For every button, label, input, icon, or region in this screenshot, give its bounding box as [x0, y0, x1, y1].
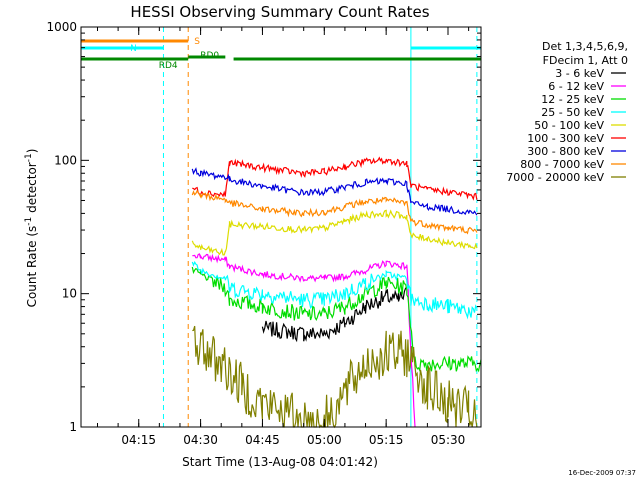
- x-tick-label-1: 04:30: [183, 433, 218, 447]
- y-tick-label-1: 10: [62, 287, 77, 301]
- x-tick-label-0: 04:15: [121, 433, 156, 447]
- x-axis: 04:15 04:30 04:45 05:00 05:15 05:30: [96, 27, 470, 447]
- series-line-2-0: [191, 266, 482, 373]
- y-axis: 1 10 100 1000: [46, 20, 481, 434]
- legend-label-2: 12 - 25 keV: [541, 93, 604, 106]
- series-line-6-0: [191, 167, 478, 216]
- legend-header-2: FDecim 1, Att 0: [543, 54, 628, 67]
- footer-timestamp: 16-Dec-2009 07:37: [568, 469, 636, 477]
- legend: Det 1,3,4,5,6,9, FDecim 1, Att 0 3 - 6 k…: [506, 40, 628, 184]
- plot-frame: [80, 26, 482, 428]
- series-line-7-0: [191, 189, 478, 235]
- status-label-rd4: RD4: [159, 61, 178, 71]
- legend-label-6: 300 - 800 keV: [527, 145, 604, 158]
- x-tick-label-5: 05:30: [431, 433, 466, 447]
- status-label-rd0: RD0: [200, 51, 219, 61]
- y-tick-label-3: 1000: [46, 20, 77, 34]
- legend-header-1: Det 1,3,4,5,6,9,: [542, 40, 628, 53]
- legend-label-1: 6 - 12 keV: [548, 80, 604, 93]
- status-label-s: S: [194, 37, 200, 47]
- legend-label-4: 50 - 100 keV: [534, 119, 604, 132]
- series-line-4-0: [191, 209, 478, 256]
- legend-label-3: 25 - 50 keV: [541, 106, 604, 119]
- plot-area: S N RD0 RD4: [81, 27, 482, 429]
- legend-label-5: 100 - 300 keV: [527, 132, 604, 145]
- y-tick-label-0: 1: [69, 420, 77, 434]
- x-tick-label-3: 05:00: [307, 433, 342, 447]
- y-axis-label: Count Rate (s-1 detector-1): [24, 149, 39, 308]
- chart-title: HESSI Observing Summary Count Rates: [130, 3, 429, 21]
- x-tick-label-4: 05:15: [369, 433, 404, 447]
- status-label-n: N: [130, 44, 137, 54]
- series-line-0-0: [261, 287, 408, 343]
- legend-label-0: 3 - 6 keV: [555, 67, 604, 80]
- series-line-5-0: [192, 156, 478, 201]
- series-line-3-0: [191, 260, 478, 320]
- legend-label-8: 7000 - 20000 keV: [506, 171, 604, 184]
- series-line-1-0: [192, 253, 416, 427]
- y-tick-label-2: 100: [54, 153, 77, 167]
- series-line-8-0: [192, 325, 478, 429]
- x-tick-label-2: 04:45: [245, 433, 280, 447]
- x-axis-label: Start Time (13-Aug-08 04:01:42): [182, 455, 378, 469]
- legend-label-7: 800 - 7000 keV: [520, 158, 604, 171]
